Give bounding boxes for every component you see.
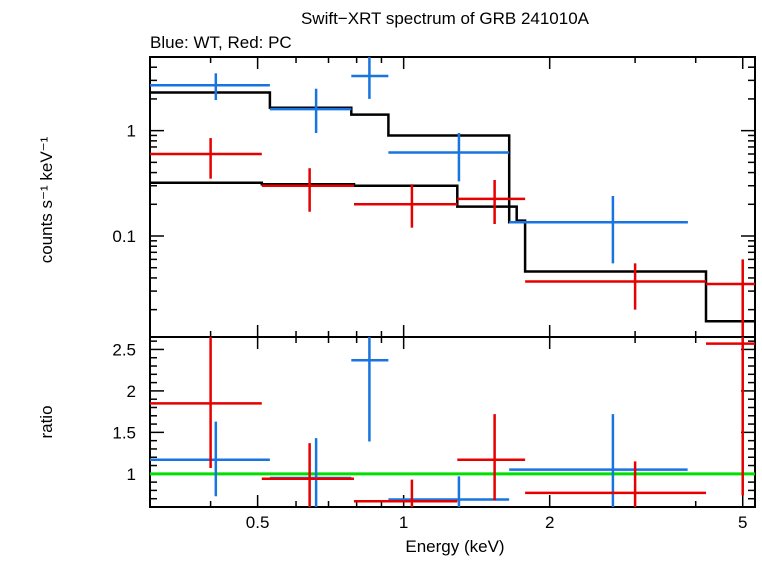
pc-data-point [525, 263, 706, 310]
wt-ratio-point [509, 414, 688, 507]
model-pc-line [150, 181, 755, 323]
x-axis-label: Energy (keV) [405, 537, 504, 556]
wt-data-point [351, 57, 389, 99]
wt-data-point [509, 195, 688, 264]
ratio-panel: 0.5 1 2 5 1 1.5 2 2.5 [112, 336, 756, 532]
pc-ratio-point [150, 337, 262, 469]
wt-data-point [388, 132, 510, 182]
model-wt-line [150, 91, 688, 224]
y-tick-label: 2.5 [112, 340, 136, 359]
pc-data-point [705, 259, 755, 337]
spectrum-plot-frame [149, 56, 756, 338]
pc-data-point [353, 184, 458, 228]
wt-ratio-point [351, 337, 389, 442]
wt-data-point [269, 88, 352, 133]
pc-data-point [150, 138, 262, 179]
y-tick-label: 1 [127, 122, 136, 141]
spectrum-y-axis-label: counts s⁻¹ keV⁻¹ [37, 136, 56, 263]
pc-ratio-point [353, 479, 458, 507]
y-tick-label: 1.5 [112, 423, 136, 442]
x-tick-label: 0.5 [246, 513, 270, 532]
pc-ratio-point [457, 414, 526, 501]
wt-data-point [150, 73, 270, 101]
pc-data-point [261, 168, 354, 212]
y-tick-label: 1 [127, 465, 136, 484]
x-tick-label: 2 [545, 513, 554, 532]
chart-title: Swift−XRT spectrum of GRB 241010A [301, 9, 590, 28]
x-tick-label: 5 [738, 513, 747, 532]
x-tick-label: 1 [399, 513, 408, 532]
ratio-y-axis-label: ratio [37, 405, 56, 438]
pc-data-point [457, 180, 526, 224]
spectrum-panel: 0.11 [112, 56, 756, 338]
chart-subtitle: Blue: WT, Red: PC [150, 33, 292, 52]
wt-ratio-point [388, 476, 510, 507]
pc-ratio-point [705, 337, 755, 496]
y-tick-label: 0.1 [112, 227, 136, 246]
pc-ratio-point [261, 443, 354, 507]
ratio-plot-frame [149, 336, 756, 508]
pc-ratio-point [525, 461, 706, 507]
y-tick-label: 2 [127, 382, 136, 401]
